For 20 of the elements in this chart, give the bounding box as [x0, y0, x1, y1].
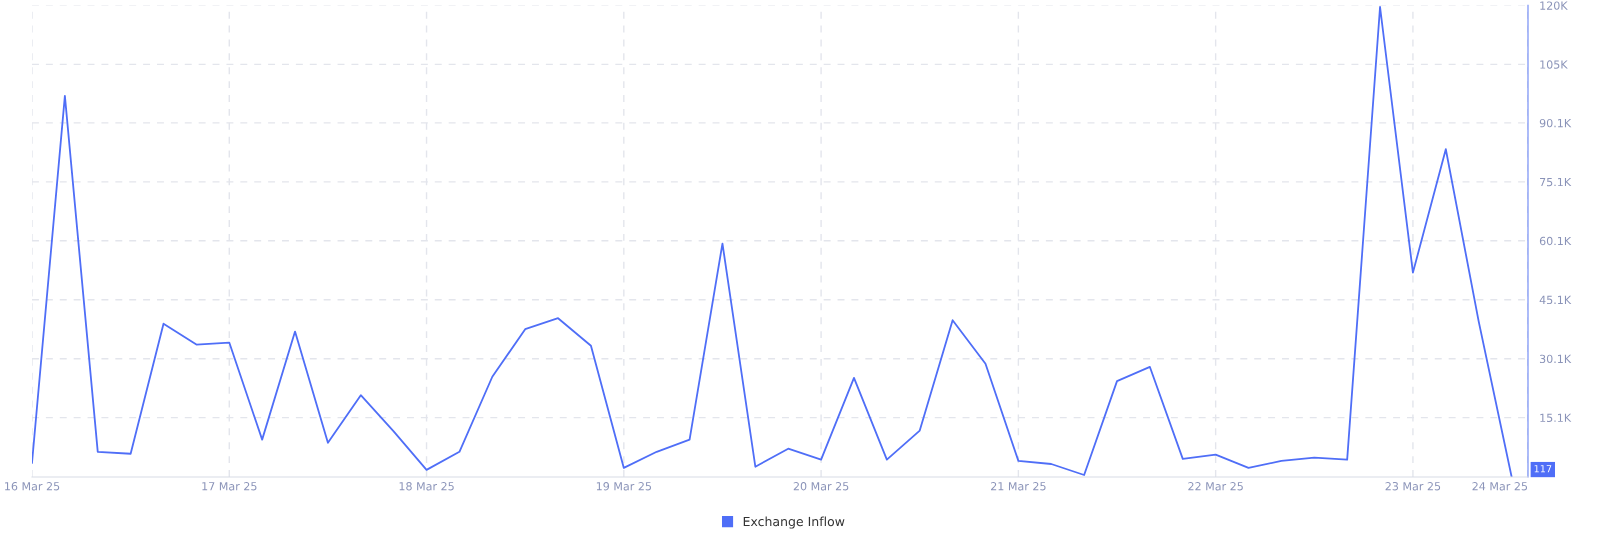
x-tick-label: 19 Mar 25: [596, 482, 652, 491]
x-tick-label: 23 Mar 25: [1385, 482, 1441, 491]
y-tick-label: 90.1K: [1539, 118, 1572, 128]
annotation: 117: [1534, 465, 1552, 473]
legend-label: Exchange Inflow: [743, 516, 845, 529]
x-tick-label: 24 Mar 25: [1472, 482, 1528, 491]
y-tick-label: 15.1K: [1540, 413, 1572, 422]
x-tick-label: 20 Mar 25: [793, 482, 849, 491]
y-tick-label: 105K: [1540, 60, 1568, 69]
x-tick-label: 17 Mar 25: [202, 482, 257, 491]
y-tick-label: 75.1K: [1540, 177, 1572, 187]
y-tick-label: 45.1K: [1539, 295, 1572, 305]
x-tick-label: 18 Mar 25: [399, 482, 454, 491]
line-series: [32, 6, 1513, 477]
y-tick-label: 30.1K: [1539, 354, 1572, 364]
x-tick-label: 22 Mar 25: [1188, 482, 1243, 491]
x-tick-label: 21 Mar 25: [991, 482, 1046, 491]
y-tick-label: 120K: [1540, 1, 1568, 10]
y-tick-label: 60.1K: [1539, 236, 1572, 246]
x-tick-label: 16 Mar 25: [5, 482, 60, 491]
